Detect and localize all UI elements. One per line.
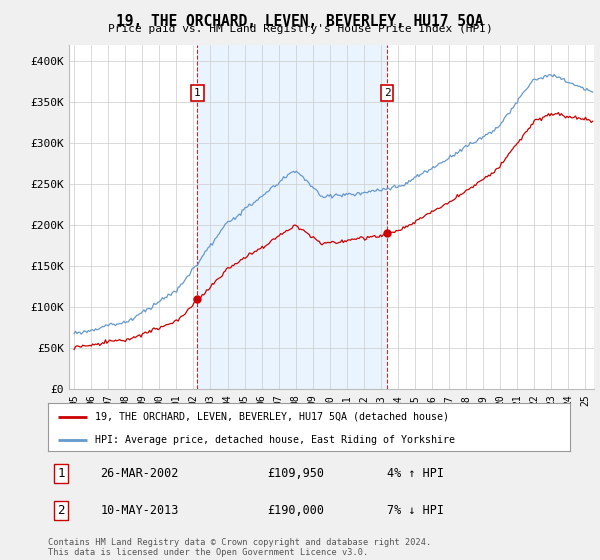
Text: 4% ↑ HPI: 4% ↑ HPI [388,467,444,480]
Text: Contains HM Land Registry data © Crown copyright and database right 2024.
This d: Contains HM Land Registry data © Crown c… [48,538,431,557]
Text: 1: 1 [58,467,65,480]
Text: HPI: Average price, detached house, East Riding of Yorkshire: HPI: Average price, detached house, East… [95,435,455,445]
Text: 19, THE ORCHARD, LEVEN, BEVERLEY, HU17 5QA: 19, THE ORCHARD, LEVEN, BEVERLEY, HU17 5… [116,14,484,29]
Text: 2: 2 [58,505,65,517]
Text: 1: 1 [194,88,201,98]
Text: 2: 2 [383,88,391,98]
Text: 26-MAR-2002: 26-MAR-2002 [100,467,179,480]
Text: 10-MAY-2013: 10-MAY-2013 [100,505,179,517]
Bar [197,45,387,389]
Text: £109,950: £109,950 [267,467,324,480]
Text: 7% ↓ HPI: 7% ↓ HPI [388,505,444,517]
Text: 19, THE ORCHARD, LEVEN, BEVERLEY, HU17 5QA (detached house): 19, THE ORCHARD, LEVEN, BEVERLEY, HU17 5… [95,412,449,422]
Text: £190,000: £190,000 [267,505,324,517]
Text: Price paid vs. HM Land Registry's House Price Index (HPI): Price paid vs. HM Land Registry's House … [107,24,493,34]
